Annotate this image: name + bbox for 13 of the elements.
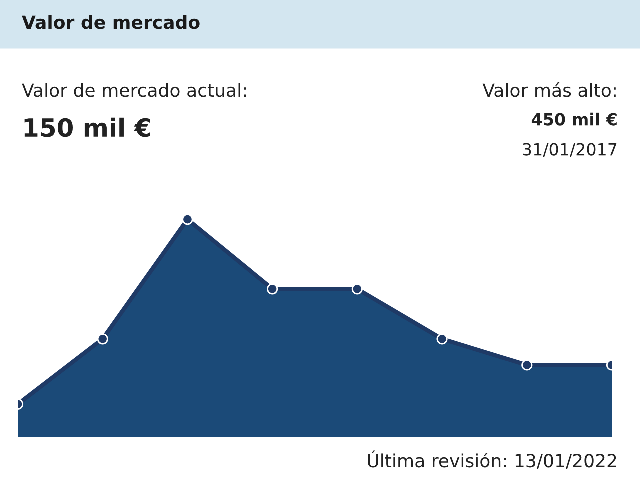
- point: [182, 214, 194, 226]
- point: [97, 334, 108, 345]
- point: [352, 284, 363, 295]
- text: 31/01/2017: [523, 143, 617, 158]
- chart-title: Valor de mercado: [22, 15, 200, 30]
- text: Valor más alto:: [482, 82, 616, 98]
- point: [436, 334, 448, 345]
- point: [267, 284, 278, 295]
- text: 450 mil €: [532, 112, 617, 126]
- text: Valor de mercado actual:: [22, 83, 246, 98]
- text: Última revisión: 13/01/2022: [368, 450, 616, 470]
- text: 150 mil €: [24, 118, 151, 138]
- point: [522, 360, 533, 371]
